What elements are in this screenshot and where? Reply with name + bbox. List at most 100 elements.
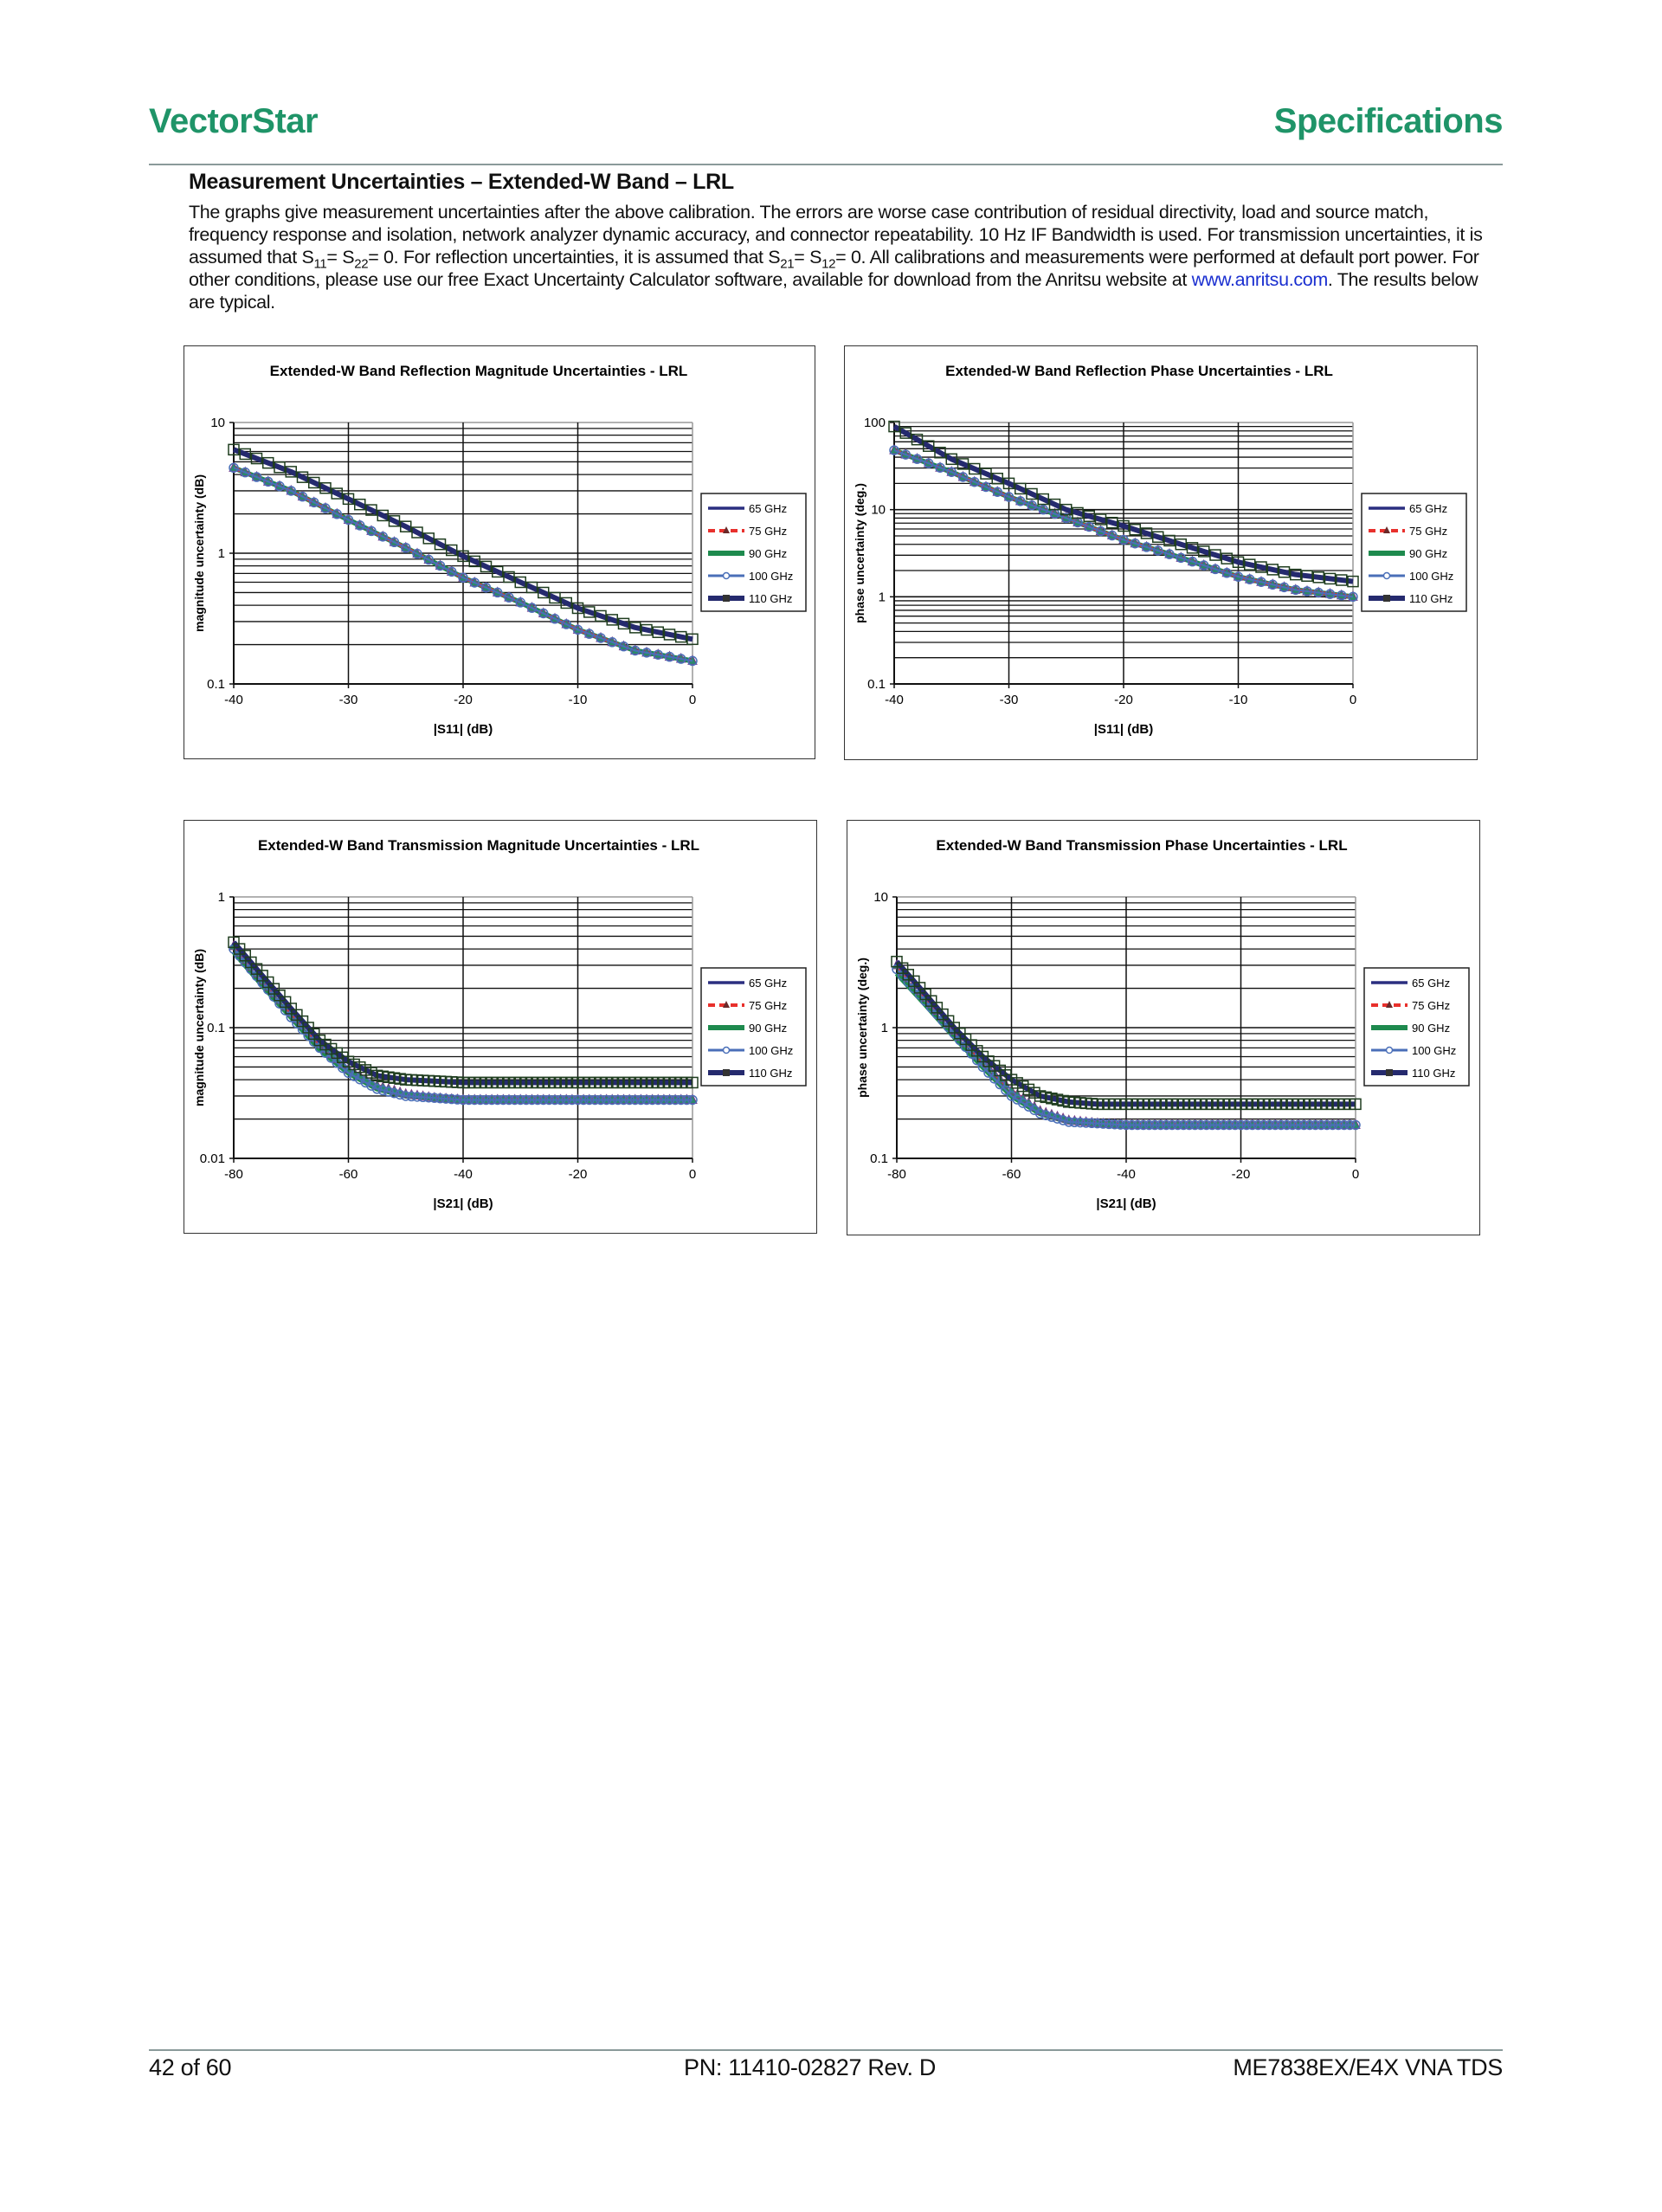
marker-square xyxy=(377,509,389,522)
legend-marker xyxy=(723,1069,730,1076)
marker-circle xyxy=(572,1094,583,1106)
marker-circle xyxy=(309,497,319,508)
marker-circle xyxy=(297,491,308,502)
marker-square xyxy=(492,565,504,578)
marker-circle xyxy=(498,1094,509,1106)
marker-circle xyxy=(532,1094,543,1106)
marker-circle xyxy=(1256,577,1266,587)
marker-square xyxy=(1037,493,1049,506)
marker-circle xyxy=(493,587,503,598)
marker-circle xyxy=(957,472,969,482)
part-number: PN: 11410-02827 Rev. D xyxy=(684,2054,937,2080)
series-110-ghz xyxy=(228,936,699,1089)
marker-square xyxy=(514,576,526,589)
marker-circle xyxy=(423,1092,434,1103)
y-tick-label: 0.01 xyxy=(200,1151,225,1166)
marker-circle xyxy=(251,472,262,482)
marker-circle xyxy=(1130,538,1140,549)
x-tick-label: 0 xyxy=(1350,693,1356,707)
marker-circle xyxy=(584,1094,595,1106)
document-name: ME7838EX/E4X VNA TDS xyxy=(1233,2054,1503,2080)
legend-label: 100 GHz xyxy=(1409,570,1453,583)
marker-circle xyxy=(1304,1119,1315,1131)
marker-square xyxy=(1266,564,1279,576)
x-tick-label: -40 xyxy=(1117,1167,1136,1182)
marker-square xyxy=(899,427,912,439)
x-tick-label: -40 xyxy=(885,693,904,707)
marker-circle xyxy=(1279,582,1290,593)
anritsu-link[interactable]: www.anritsu.com xyxy=(1191,269,1329,290)
y-tick-label: 1 xyxy=(218,890,225,905)
series-110-ghz xyxy=(891,955,1362,1111)
marker-circle xyxy=(1118,534,1129,545)
series-110-ghz xyxy=(228,443,699,646)
marker-circle xyxy=(596,633,606,643)
x-tick-label: -40 xyxy=(224,693,243,707)
marker-circle xyxy=(1235,1119,1246,1131)
marker-circle xyxy=(401,1091,411,1101)
marker-circle xyxy=(561,1094,571,1106)
marker-circle xyxy=(1270,1119,1280,1131)
marker-circle xyxy=(332,509,342,519)
marker-circle xyxy=(377,1085,388,1096)
marker-circle xyxy=(429,1093,440,1103)
marker-circle xyxy=(1095,526,1106,537)
marker-circle xyxy=(395,1089,405,1100)
marker-circle xyxy=(630,1094,641,1106)
marker-circle xyxy=(1333,1119,1343,1131)
x-tick-label: -20 xyxy=(1114,693,1133,707)
marker-square xyxy=(262,456,274,469)
marker-circle xyxy=(589,1094,601,1106)
marker-circle xyxy=(263,476,274,487)
marker-circle xyxy=(274,480,285,492)
marker-square xyxy=(1002,477,1015,490)
marker-square xyxy=(1232,556,1245,569)
marker-circle xyxy=(1064,1117,1074,1127)
marker-circle xyxy=(1172,1119,1183,1131)
x-tick-label: -20 xyxy=(569,1167,588,1182)
marker-circle xyxy=(544,1094,555,1106)
marker-circle xyxy=(463,1094,474,1106)
marker-square xyxy=(1083,510,1095,522)
marker-circle xyxy=(1153,545,1163,556)
marker-circle xyxy=(1207,1119,1218,1131)
x-tick-label: -30 xyxy=(1000,693,1019,707)
marker-circle xyxy=(406,1091,417,1102)
marker-circle xyxy=(538,608,549,619)
marker-square xyxy=(1106,516,1118,529)
marker-circle xyxy=(653,649,663,660)
marker-circle xyxy=(1310,1119,1321,1131)
marker-square xyxy=(923,440,935,452)
legend-marker xyxy=(1383,526,1390,533)
marker-square xyxy=(571,602,584,615)
marker-circle xyxy=(584,629,595,639)
chart-title: Extended-W Band Reflection Magnitude Unc… xyxy=(270,363,688,379)
x-tick-label: 0 xyxy=(689,693,696,707)
subscript: 21 xyxy=(780,256,795,272)
marker-circle xyxy=(389,537,400,548)
x-tick-label: 0 xyxy=(1352,1167,1359,1182)
marker-circle xyxy=(1344,1119,1356,1131)
marker-circle xyxy=(458,1094,468,1106)
marker-circle xyxy=(493,1094,503,1106)
subscript: 12 xyxy=(821,256,836,272)
x-axis-label: |S21| (dB) xyxy=(433,1196,493,1211)
marker-circle xyxy=(526,1094,538,1106)
marker-square xyxy=(1198,545,1210,558)
y-tick-label: 0.1 xyxy=(207,677,225,692)
legend-label: 100 GHz xyxy=(749,570,793,583)
marker-circle xyxy=(676,1094,686,1106)
marker-circle xyxy=(635,1094,647,1106)
intro-text: . The results below are typical. xyxy=(189,269,1478,313)
marker-circle xyxy=(900,449,911,460)
y-tick-label: 0.1 xyxy=(207,1021,225,1035)
marker-circle xyxy=(1316,1119,1326,1131)
marker-square xyxy=(1015,482,1027,495)
legend-marker xyxy=(1385,1046,1394,1054)
marker-circle xyxy=(1040,1110,1051,1120)
marker-circle xyxy=(618,641,629,652)
marker-circle xyxy=(1138,1119,1149,1131)
marker-circle xyxy=(1221,568,1232,578)
marker-square xyxy=(595,609,607,622)
marker-circle xyxy=(624,1094,635,1106)
